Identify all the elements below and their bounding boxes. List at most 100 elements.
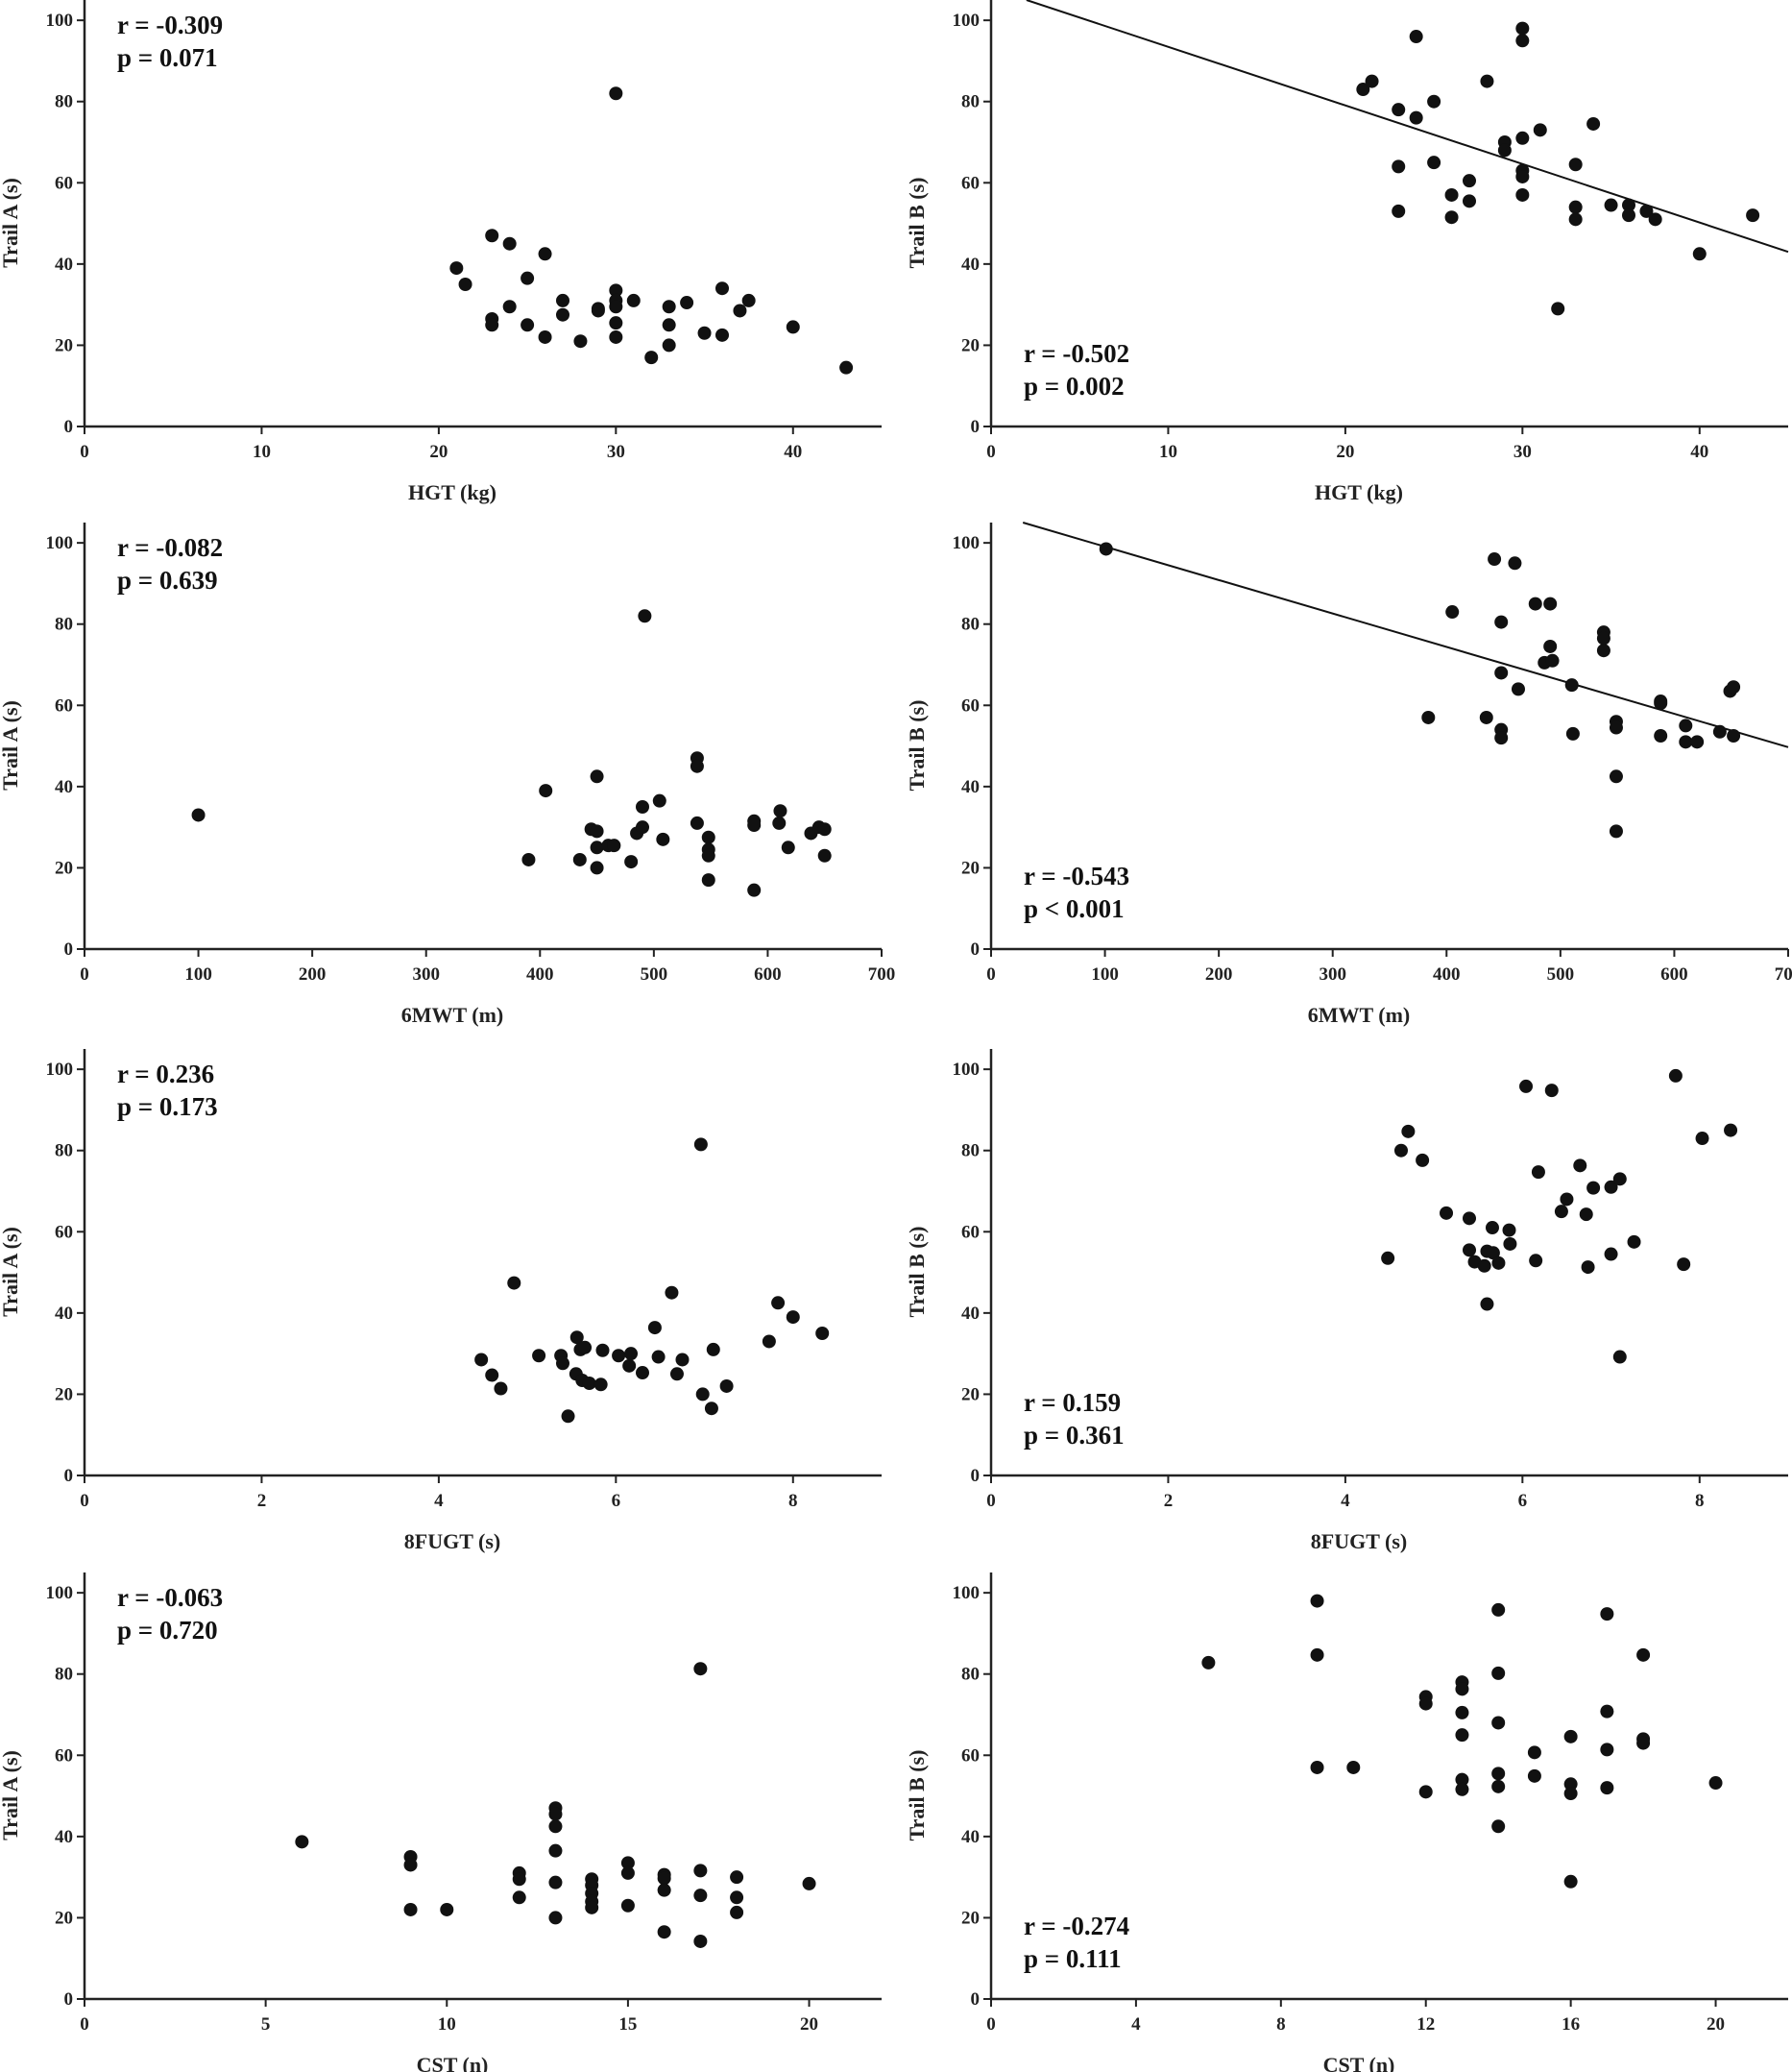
x-axis-label: CST (n) <box>1323 2053 1395 2072</box>
y-tick-label: 20 <box>961 858 980 878</box>
data-point <box>590 824 604 839</box>
data-point <box>1494 666 1509 680</box>
x-tick-label: 20 <box>1707 2014 1725 2035</box>
x-tick-label: 0 <box>986 964 996 985</box>
data-point <box>1724 1123 1738 1137</box>
y-tick-label: 40 <box>55 1827 73 1847</box>
x-tick-label: 0 <box>80 964 89 985</box>
data-point <box>440 1902 454 1916</box>
y-tick-label: 100 <box>953 1583 981 1603</box>
y-axis-label: Trail A (s) <box>0 1750 22 1840</box>
data-point <box>1479 710 1493 724</box>
data-point <box>624 855 639 869</box>
x-tick-label: 8 <box>1695 1491 1705 1511</box>
data-point <box>1393 1143 1408 1158</box>
y-tick-label: 80 <box>961 1141 980 1161</box>
data-point <box>701 830 715 844</box>
data-point <box>1480 74 1494 88</box>
data-point <box>1392 204 1406 218</box>
x-tick-label: 20 <box>429 442 448 462</box>
x-tick-label: 0 <box>986 442 996 462</box>
y-tick-label: 60 <box>961 695 980 716</box>
y-tick-label: 0 <box>971 939 981 960</box>
p-value-label: p = 0.720 <box>117 1616 218 1645</box>
y-axis-label: Trail B (s) <box>905 178 929 269</box>
data-point <box>512 1872 526 1887</box>
data-point <box>1545 653 1560 668</box>
data-point <box>1491 1255 1506 1270</box>
data-point <box>539 784 553 798</box>
data-point <box>1677 1257 1691 1272</box>
data-point <box>1568 212 1583 227</box>
data-point <box>786 320 800 334</box>
data-point <box>485 318 499 332</box>
data-point <box>730 1905 744 1919</box>
data-point <box>1310 1594 1324 1608</box>
data-point <box>1463 174 1476 188</box>
y-tick-label: 80 <box>55 92 73 112</box>
data-point <box>1463 194 1476 208</box>
y-tick-label: 40 <box>961 1304 980 1324</box>
y-tick-label: 40 <box>55 255 73 275</box>
data-point <box>636 820 649 835</box>
data-point <box>548 1807 563 1821</box>
data-point <box>1596 644 1610 658</box>
x-tick-label: 4 <box>1341 1491 1350 1511</box>
data-point <box>1491 1666 1506 1680</box>
data-point <box>1365 74 1379 88</box>
x-tick-label: 100 <box>1091 964 1119 985</box>
data-point <box>620 1898 635 1913</box>
y-tick-label: 20 <box>55 858 73 878</box>
data-point <box>1543 597 1558 611</box>
data-point <box>706 1342 720 1356</box>
data-point <box>607 839 621 853</box>
data-point <box>1455 1705 1469 1719</box>
data-point <box>1579 1207 1593 1222</box>
data-point <box>1692 247 1707 261</box>
data-point <box>1600 1743 1614 1757</box>
data-point <box>1554 1205 1568 1219</box>
data-point <box>1727 729 1741 743</box>
data-point <box>701 873 715 888</box>
data-point <box>494 1381 508 1396</box>
p-value-label: p = 0.639 <box>117 566 218 595</box>
data-point <box>652 793 666 808</box>
data-point <box>693 1889 708 1903</box>
data-point <box>1381 1251 1395 1265</box>
x-tick-label: 200 <box>1205 964 1233 985</box>
data-point <box>582 1377 596 1391</box>
data-point <box>680 296 694 310</box>
y-tick-label: 60 <box>961 1222 980 1242</box>
data-point <box>1497 143 1512 158</box>
r-value-label: r = 0.159 <box>1024 1388 1121 1417</box>
data-point <box>1544 1084 1559 1098</box>
y-tick-label: 40 <box>961 255 980 275</box>
y-axis-label: Trail B (s) <box>905 1750 929 1841</box>
data-point <box>502 300 517 314</box>
data-point <box>762 1334 776 1349</box>
data-point <box>578 1340 593 1354</box>
data-point <box>730 1890 744 1905</box>
data-point <box>733 304 747 318</box>
data-point <box>1455 1782 1469 1796</box>
data-point <box>1551 302 1565 316</box>
data-point <box>1527 1745 1541 1760</box>
data-point <box>747 818 762 833</box>
scatter-panel-6: 0 20 40 60 80 100 0 2 4 6 8 8FUGT (s) Trail B (s) r =… <box>905 1049 1788 1553</box>
data-point <box>1600 1607 1614 1621</box>
x-tick-label: 40 <box>1690 442 1708 462</box>
data-point <box>507 1276 521 1290</box>
data-point <box>1477 1258 1491 1273</box>
p-value-label: p = 0.361 <box>1024 1421 1125 1450</box>
data-point <box>1488 552 1502 567</box>
data-point <box>532 1349 546 1363</box>
y-tick-label: 0 <box>64 1989 74 2010</box>
data-point <box>609 86 623 101</box>
data-point <box>773 804 787 818</box>
data-point <box>1568 158 1583 172</box>
data-point <box>1511 682 1525 696</box>
y-tick-label: 80 <box>961 1665 980 1685</box>
x-tick-label: 6 <box>1518 1491 1528 1511</box>
data-point <box>569 1330 584 1345</box>
scatter-panel-4: 0 20 40 60 80 100 0 100 200 300 400 500 600 700 6MWT (… <box>905 522 1792 1027</box>
